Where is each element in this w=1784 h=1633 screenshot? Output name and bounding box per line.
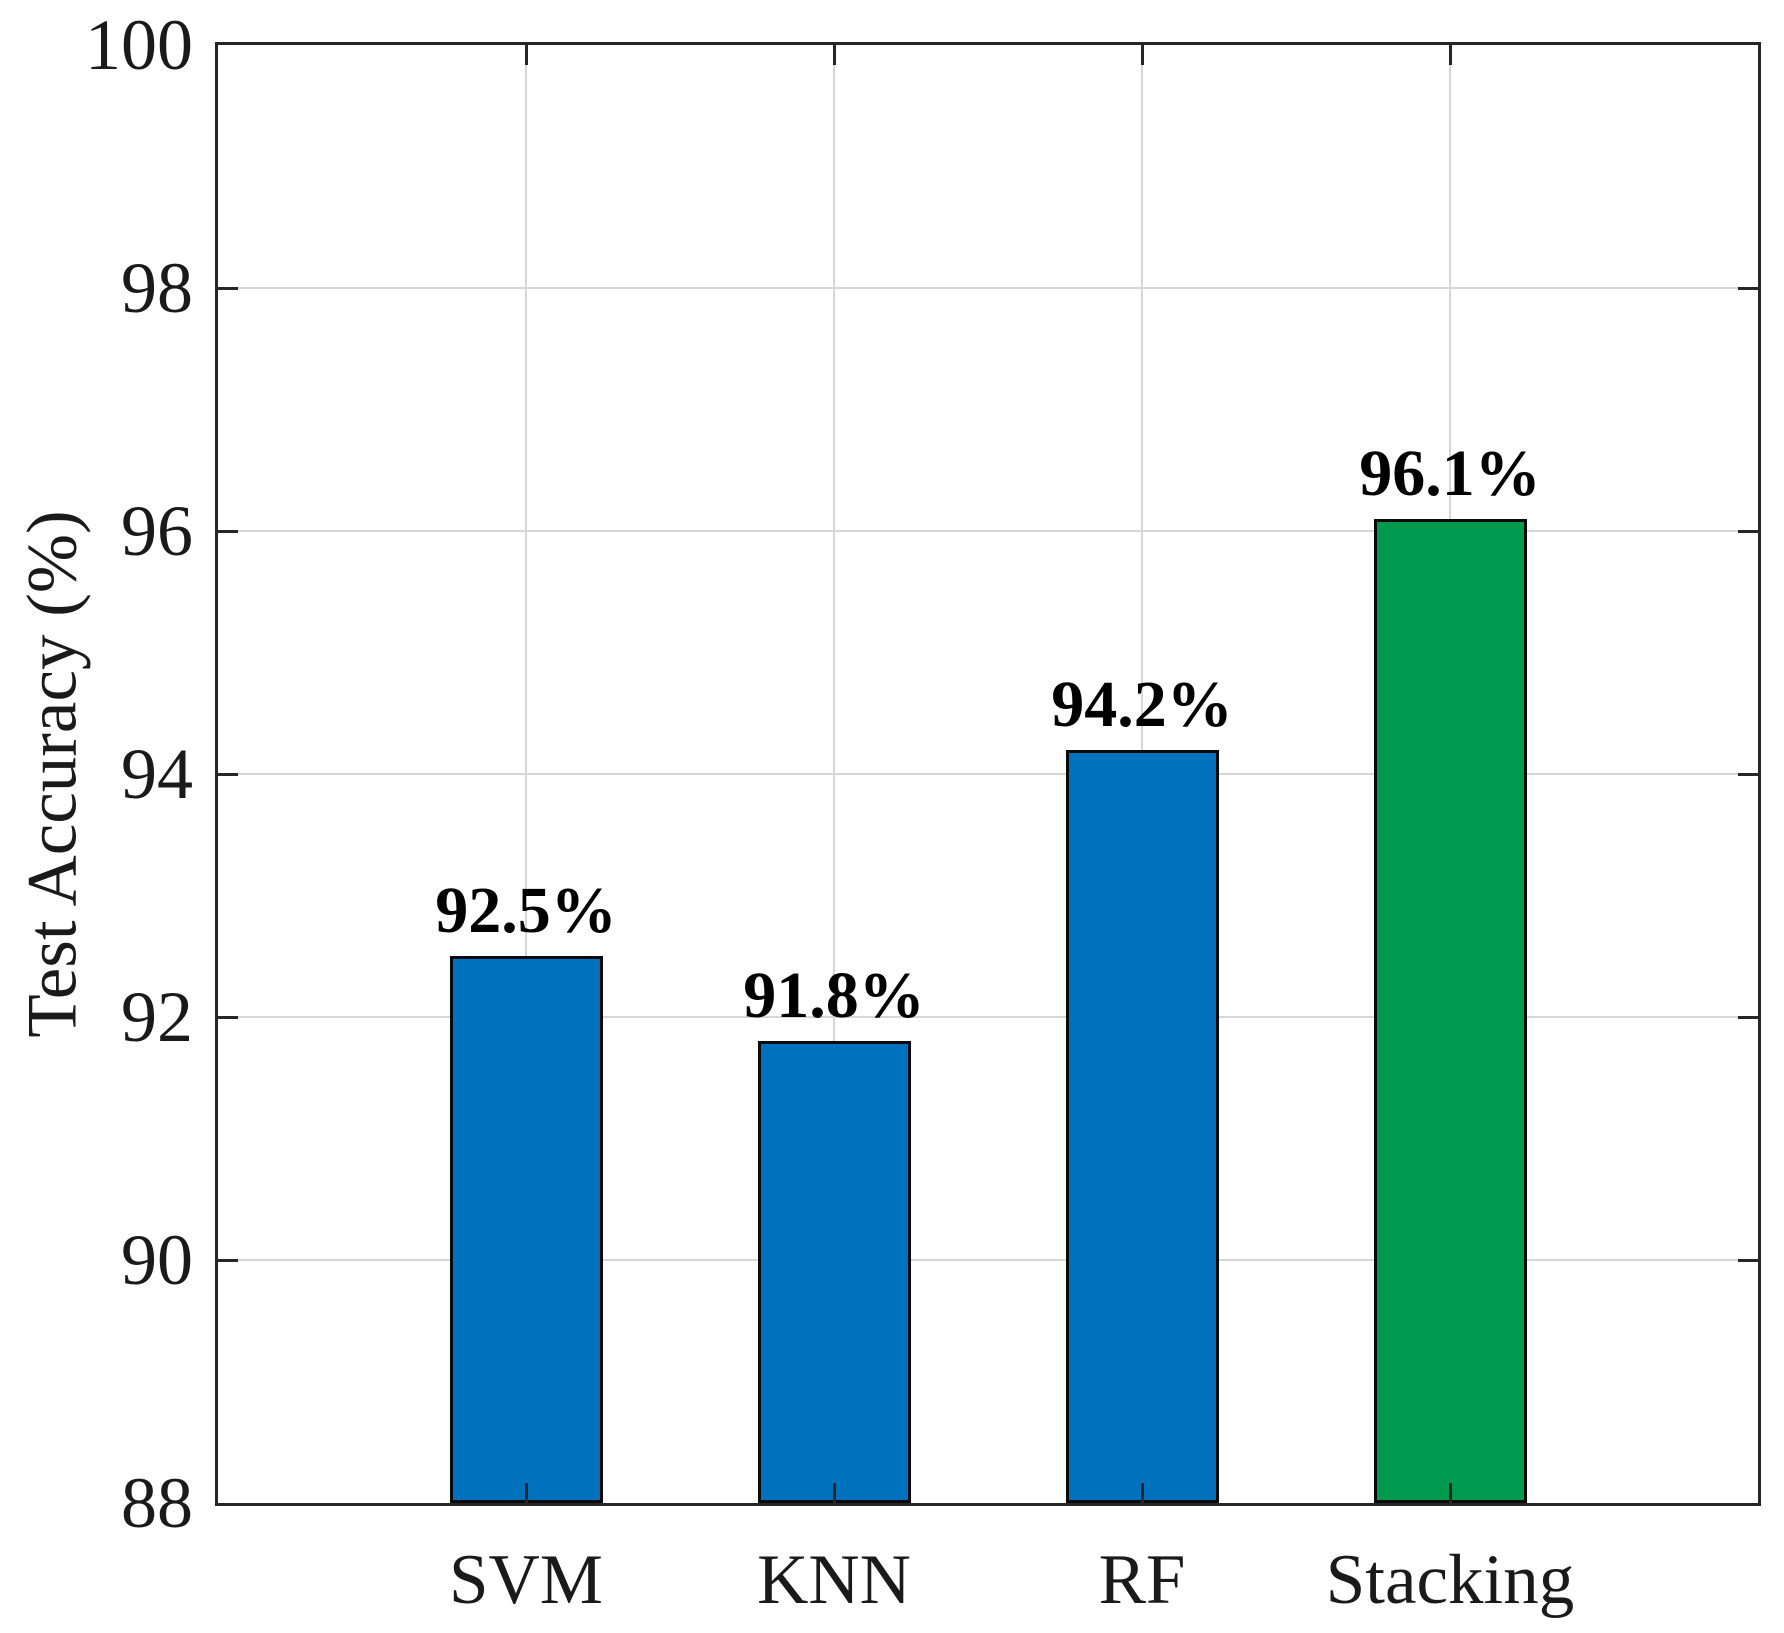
x-tick-label-rf: RF (1098, 1541, 1186, 1619)
y-gridline (218, 530, 1758, 532)
x-gridline (525, 45, 527, 1503)
y-axis-tick-right (1738, 1258, 1758, 1262)
y-axis-tick-left (218, 286, 238, 290)
y-axis-tick-right (1738, 1015, 1758, 1019)
y-axis-tick-left (218, 1015, 238, 1019)
y-axis-tick-right (1738, 772, 1758, 776)
y-axis-tick-left (218, 529, 238, 533)
y-tick-label: 100 (85, 5, 193, 85)
plot-area: 92.5% 91.8% 94.2% 96.1% (215, 42, 1761, 1506)
y-gridline (218, 773, 1758, 775)
x-axis-tick-bottom (524, 1483, 528, 1503)
y-axis-tick-left (218, 772, 238, 776)
y-gridline (218, 1259, 1758, 1261)
x-axis-tick-bottom (1448, 1483, 1452, 1503)
y-tick-label: 94 (121, 734, 193, 814)
y-tick-label: 90 (121, 1220, 193, 1300)
bar-rf (1065, 749, 1219, 1503)
bar-value-label: 92.5% (435, 874, 617, 948)
y-axis-tick-left (218, 1258, 238, 1262)
y-tick-label: 92 (121, 977, 193, 1057)
x-gridline (833, 45, 835, 1503)
x-axis-tick-top (1140, 45, 1144, 65)
x-axis-tick-top (832, 45, 836, 65)
bar-value-label: 94.2% (1051, 667, 1233, 741)
x-axis-tick-bottom (1140, 1483, 1144, 1503)
y-gridline (218, 1016, 1758, 1018)
y-tick-label: 98 (121, 248, 193, 328)
x-tick-label-stacking: Stacking (1325, 1541, 1575, 1619)
y-gridline (218, 287, 1758, 289)
bar-value-label: 96.1% (1359, 436, 1541, 510)
x-axis-tick-bottom (832, 1483, 836, 1503)
bar-knn (757, 1041, 911, 1503)
y-tick-label: 88 (121, 1463, 193, 1543)
bar-stacking (1373, 518, 1527, 1503)
y-axis-tick-right (1738, 529, 1758, 533)
bar-value-label: 91.8% (743, 959, 925, 1033)
x-tick-label-svm: SVM (449, 1541, 603, 1619)
x-axis-tick-top (524, 45, 528, 65)
x-tick-label-knn: KNN (757, 1541, 911, 1619)
bar-svm (449, 956, 603, 1503)
y-axis-tick-right (1738, 286, 1758, 290)
x-axis-tick-top (1448, 45, 1452, 65)
y-tick-label: 96 (121, 491, 193, 571)
